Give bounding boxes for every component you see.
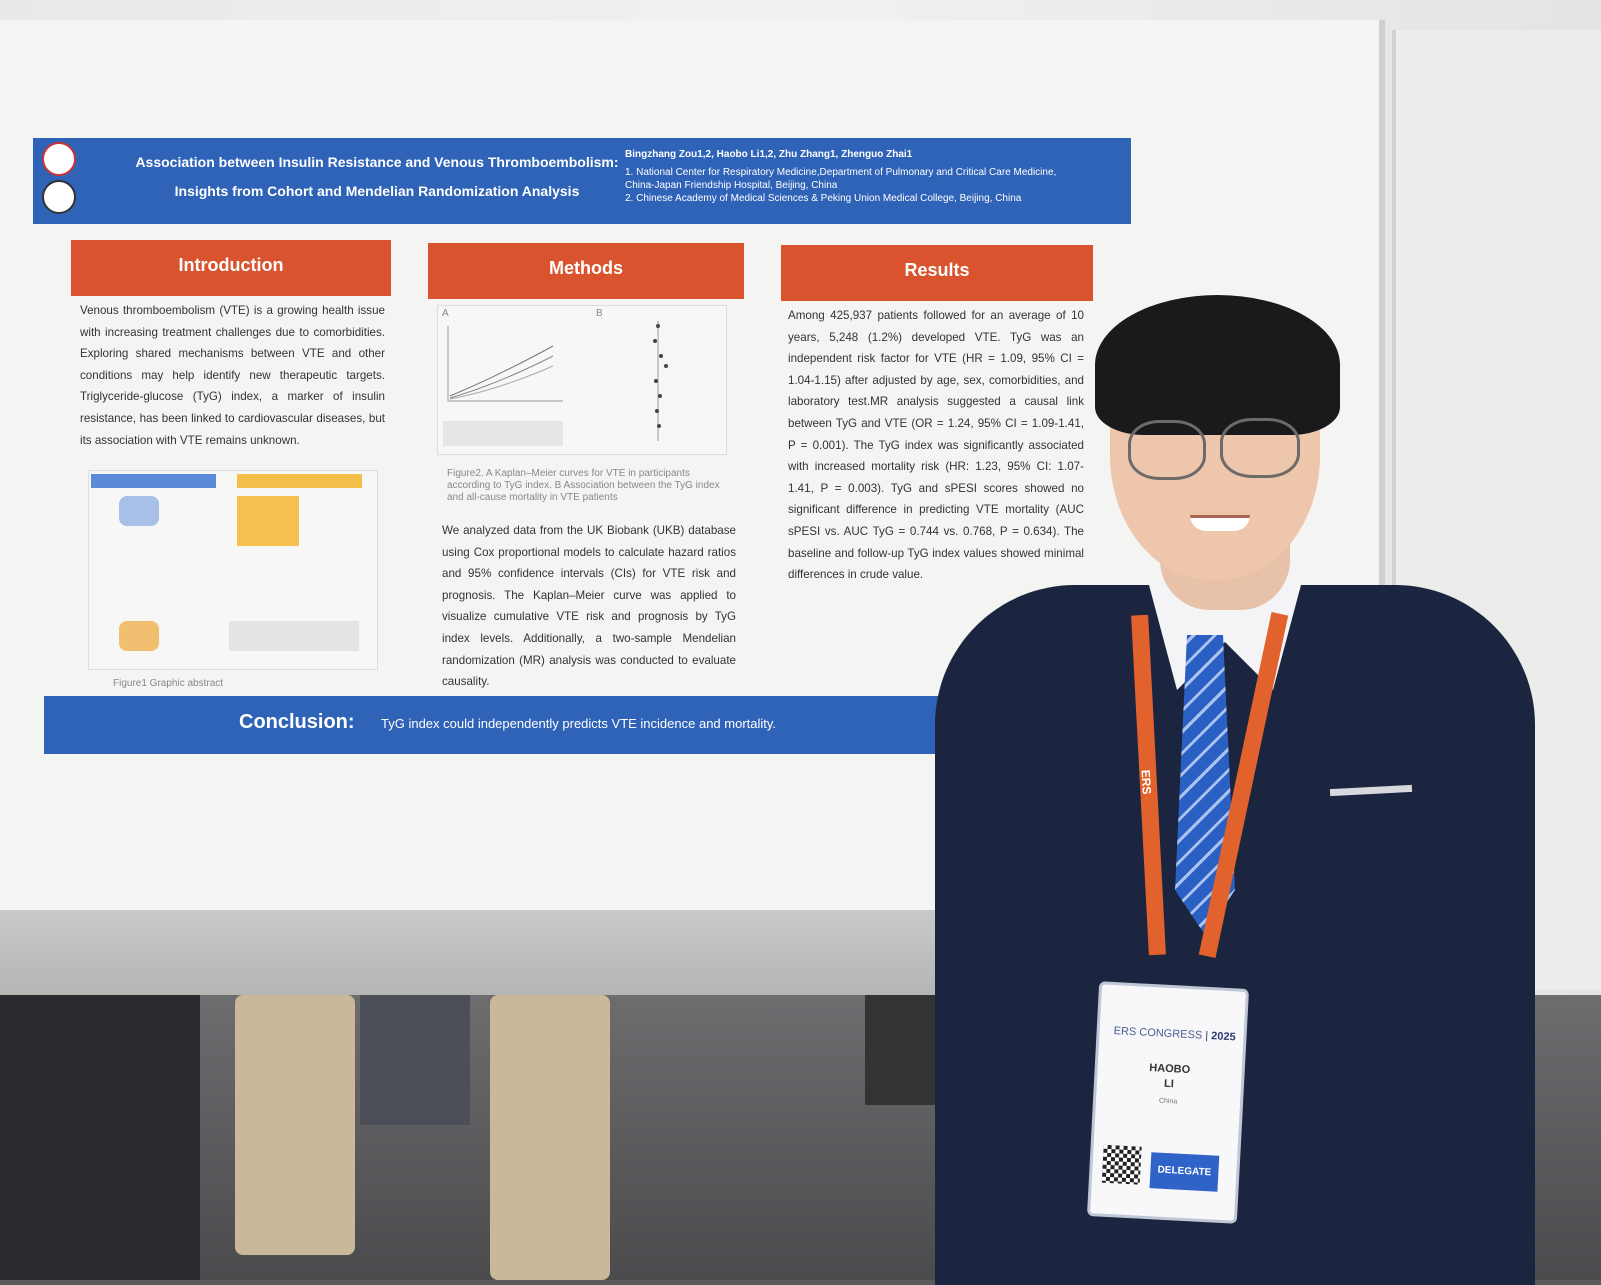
figure-banner — [237, 474, 362, 488]
lanyard-text: ERS — [1138, 769, 1154, 795]
poster-authors: Bingzhang Zou1,2, Haobo Li1,2, Zhu Zhang… — [625, 149, 1057, 204]
conclusion-text: TyG index could independently predicts V… — [381, 716, 777, 731]
poster-header: Association between Insulin Resistance a… — [33, 138, 1131, 224]
introduction-heading: Introduction — [71, 240, 391, 296]
person-legs — [490, 995, 610, 1280]
name-badge: ERS CONGRESS | 2025 HAOBO LI China DELEG… — [1086, 981, 1250, 1224]
results-heading: Results — [781, 245, 1093, 301]
badge-country: China — [1158, 1097, 1178, 1106]
figure-banner — [91, 474, 216, 488]
results-text: Among 425,937 patients followed for an a… — [788, 309, 1084, 582]
badge-role: DELEGATE — [1149, 1152, 1220, 1192]
figure1-graphic-abstract — [88, 470, 378, 670]
badge-year: 2025 — [1210, 1030, 1236, 1044]
glasses-right — [1220, 418, 1300, 478]
people-icon — [119, 621, 159, 651]
person-legs — [235, 995, 355, 1255]
person-silhouette — [0, 995, 200, 1280]
academy-logo — [42, 180, 76, 214]
figure1-caption: Figure1 Graphic abstract — [113, 678, 224, 689]
methods-heading: Methods — [428, 243, 744, 299]
introduction-text: Venous thromboembolism (VTE) is a growin… — [80, 304, 385, 447]
poster-title: Association between Insulin Resistance a… — [135, 154, 619, 199]
badge-event: ERS CONGRESS — [1113, 1025, 1203, 1042]
conclusion-heading: Conclusion: — [239, 711, 355, 733]
km-and-forest-plot — [443, 321, 668, 446]
panel-b-label: B — [596, 308, 603, 319]
people-icon — [119, 496, 159, 526]
figure2: A B — [437, 305, 727, 455]
figure-table — [229, 621, 359, 651]
figure2-caption: Figure2. A Kaplan–Meier curves for VTE i… — [447, 468, 720, 503]
qr-code — [1101, 1144, 1142, 1185]
smile — [1190, 515, 1250, 531]
methods-text: We analyzed data from the UK Biobank (UK… — [442, 524, 736, 689]
conclusion-banner: Conclusion: TyG index could independentl… — [44, 696, 984, 754]
university-logo — [42, 142, 76, 176]
figure-block — [237, 496, 299, 546]
glasses-left — [1128, 420, 1206, 480]
panel-a-label: A — [442, 308, 449, 319]
hair — [1095, 295, 1340, 435]
person-legs — [360, 995, 470, 1125]
